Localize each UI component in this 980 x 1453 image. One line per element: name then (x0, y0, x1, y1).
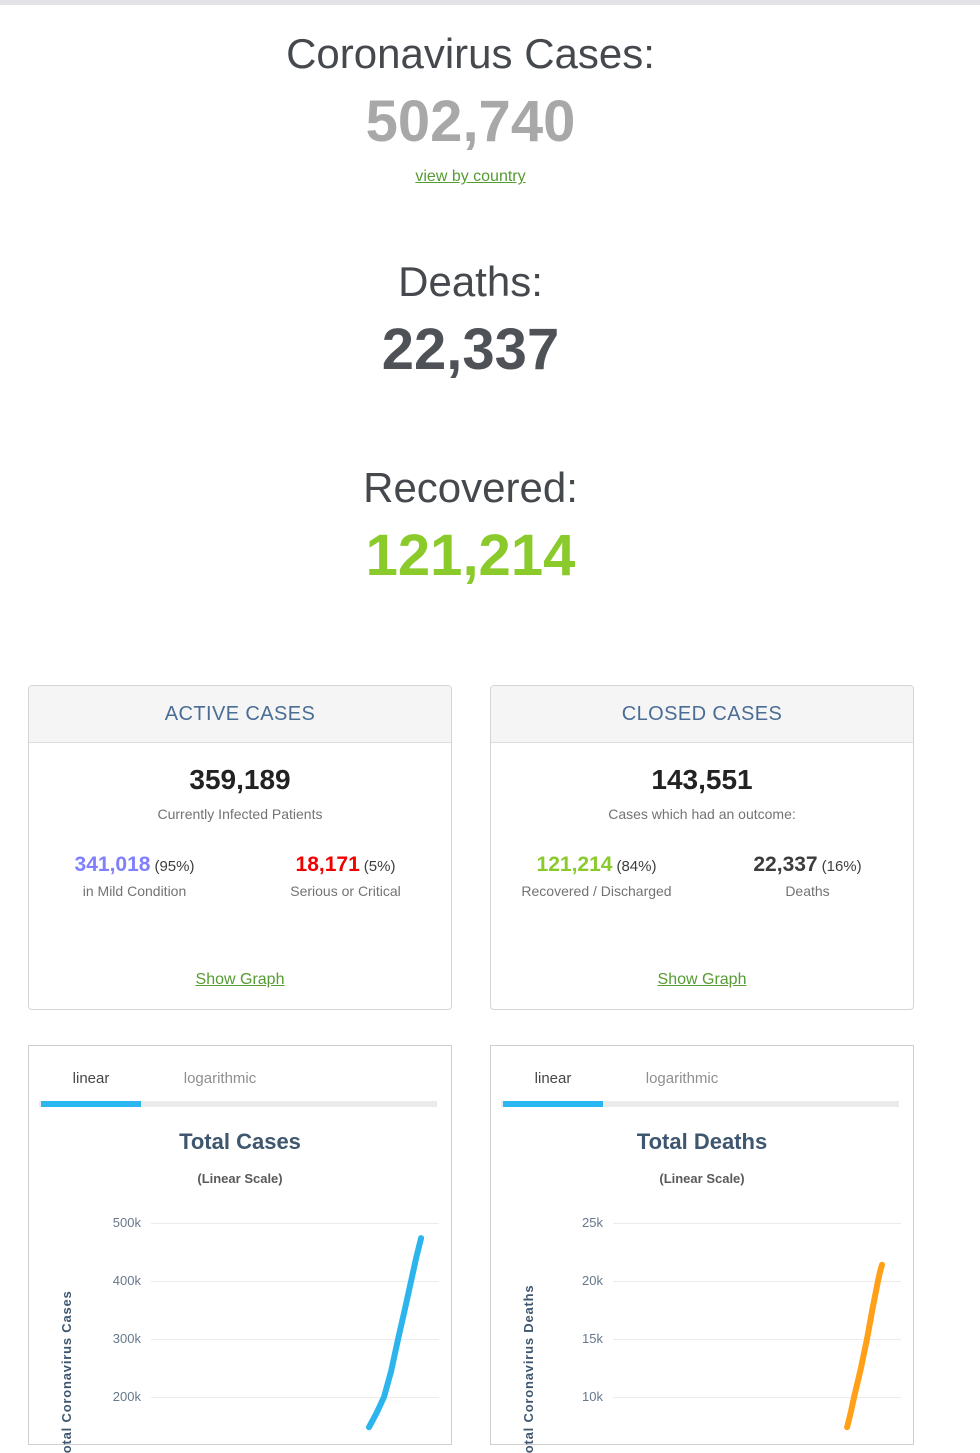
linear-tab[interactable]: linear (72, 1070, 110, 1088)
closed-show-graph-link[interactable]: Show Graph (657, 971, 747, 989)
active-cases-title: ACTIVE CASES (164, 702, 316, 725)
gridline (151, 1281, 439, 1283)
recovered-heading: Recovered: (363, 464, 578, 512)
closed-deaths-label: Deaths (785, 883, 830, 900)
active-tab-indicator (503, 1101, 603, 1108)
y-tick-label: 300k (112, 1331, 141, 1347)
active-cases-total: 359,189 (189, 764, 291, 796)
closed-cases-header: CLOSED CASES (491, 686, 913, 744)
gridline (151, 1397, 439, 1399)
mild-percent: (95%) (154, 858, 195, 876)
gridline (151, 1223, 439, 1225)
gridline (151, 1339, 439, 1341)
recovered-percent: (84%) (616, 858, 657, 876)
total-cases-chart-tabs: linear logarithmic (29, 1046, 451, 1108)
closed-cases-title: CLOSED CASES (621, 702, 783, 725)
total-deaths-chart-tabs: linear logarithmic (491, 1046, 913, 1108)
closed-cases-caption: Cases which had an outcome: (608, 806, 796, 823)
deaths-summary: Deaths: 22,337 (28, 258, 913, 382)
closed-cases-total: 143,551 (651, 764, 753, 796)
active-show-graph-link[interactable]: Show Graph (195, 971, 285, 989)
recovered-discharged-column: 121,214 (84%) Recovered / Discharged (491, 853, 702, 899)
critical-label: Serious or Critical (290, 883, 401, 900)
tab-underline (39, 1101, 437, 1108)
closed-cases-panel: CLOSED CASES 143,551 Cases which had an … (490, 685, 914, 1011)
y-tick-label: 500k (112, 1215, 141, 1231)
recovered-label: Recovered / Discharged (521, 883, 672, 900)
y-tick-label: 15k (582, 1331, 603, 1347)
chart-title: Total Deaths (636, 1129, 768, 1155)
tab-underline (501, 1101, 899, 1108)
active-cases-caption: Currently Infected Patients (157, 806, 323, 823)
y-tick-label: 25k (582, 1215, 603, 1231)
recovered-summary: Recovered: 121,214 (28, 464, 913, 588)
deaths-heading: Deaths: (398, 258, 543, 306)
y-axis-title: Total Coronavirus Deaths (521, 1284, 536, 1453)
cases-summary: Coronavirus Cases: 502,740 view by count… (28, 30, 913, 186)
cases-heading: Coronavirus Cases: (286, 30, 655, 77)
serious-critical-column: 18,171 (5%) Serious or Critical (240, 853, 451, 899)
linear-tab[interactable]: linear (534, 1070, 572, 1088)
main-content: Coronavirus Cases: 502,740 view by count… (28, 30, 914, 1453)
total-deaths-chart: linear logarithmic Total Deaths (Linear … (490, 1045, 914, 1453)
y-tick-label: 10k (582, 1389, 603, 1405)
y-tick-label: 200k (112, 1389, 141, 1405)
active-tab-indicator (41, 1101, 141, 1108)
closed-deaths-value: 22,337 (753, 853, 818, 877)
closed-deaths-column: 22,337 (16%) Deaths (702, 853, 913, 899)
critical-value: 18,171 (295, 853, 360, 877)
total-cases-chart: linear logarithmic Total Cases (Linear S… (28, 1045, 452, 1453)
mild-condition-column: 341,018 (95%) in Mild Condition (29, 853, 240, 899)
top-border-bar (0, 0, 980, 5)
gridline (613, 1281, 901, 1283)
closed-cases-body: 143,551 Cases which had an outcome: 121,… (491, 743, 913, 989)
y-tick-label: 20k (582, 1273, 603, 1289)
recovered-value: 121,214 (536, 853, 613, 877)
y-axis-title: Total Coronavirus Cases (59, 1290, 74, 1453)
recovered-count: 121,214 (365, 523, 576, 589)
mild-value: 341,018 (74, 853, 151, 877)
charts-row: linear logarithmic Total Cases (Linear S… (28, 1045, 914, 1453)
chart-subtitle: (Linear Scale) (197, 1171, 283, 1187)
gridline (613, 1339, 901, 1341)
gridline (613, 1397, 901, 1399)
active-cases-body: 359,189 Currently Infected Patients 341,… (29, 743, 451, 989)
view-by-country-link[interactable]: view by country (415, 168, 526, 186)
gridline (613, 1223, 901, 1225)
y-tick-label: 400k (112, 1273, 141, 1289)
active-cases-split: 341,018 (95%) in Mild Condition 18,171 (5%… (29, 853, 451, 899)
active-cases-header: ACTIVE CASES (29, 686, 451, 744)
deaths-count: 22,337 (381, 317, 560, 383)
active-cases-panel: ACTIVE CASES 359,189 Currently Infected … (28, 685, 452, 1011)
closed-cases-split: 121,214 (84%) Recovered / Discharged 22,3… (491, 853, 913, 899)
chart-subtitle: (Linear Scale) (659, 1171, 745, 1187)
logarithmic-tab[interactable]: logarithmic (183, 1070, 257, 1088)
chart-title: Total Cases (179, 1129, 301, 1155)
closed-deaths-percent: (16%) (821, 858, 862, 876)
cases-count: 502,740 (365, 89, 576, 155)
cases-panels-row: ACTIVE CASES 359,189 Currently Infected … (28, 685, 914, 1011)
logarithmic-tab[interactable]: logarithmic (645, 1070, 719, 1088)
critical-percent: (5%) (363, 858, 396, 876)
mild-label: in Mild Condition (82, 883, 187, 900)
